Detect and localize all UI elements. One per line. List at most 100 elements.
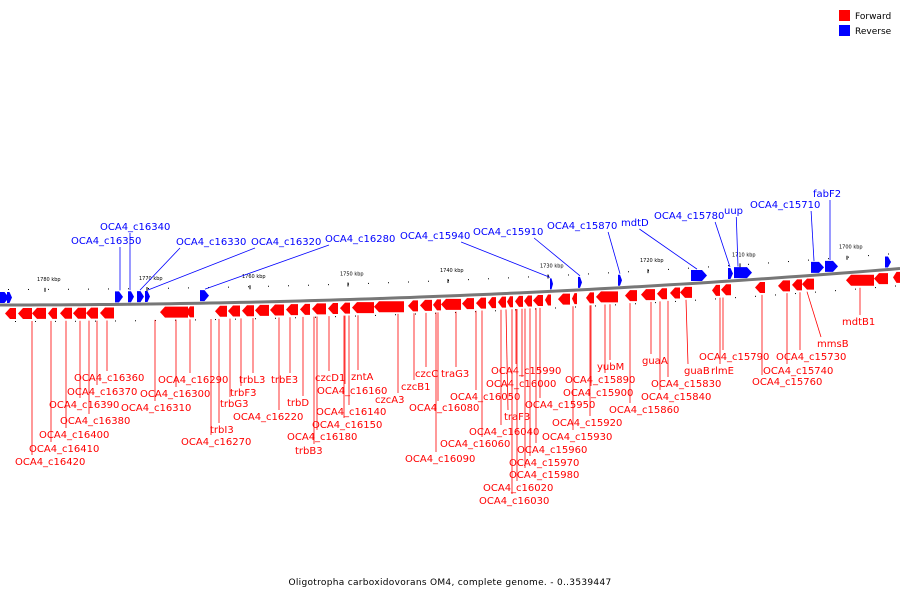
- forward-gene-label-oca4-c15980: OCA4_c15980: [509, 470, 579, 481]
- minor-tick: [195, 319, 196, 321]
- minor-tick: [655, 302, 656, 304]
- forward-gene-arrow: [657, 288, 667, 300]
- forward-gene-label-oca4-c15920: OCA4_c15920: [552, 418, 622, 429]
- minor-tick: [188, 287, 189, 289]
- minor-tick: [628, 271, 629, 273]
- forward-gene-arrow: [802, 278, 814, 290]
- forward-gene-label-guaa: guaA: [642, 356, 668, 367]
- minor-tick: [255, 318, 256, 320]
- reverse-leader-lines: [119, 200, 831, 291]
- forward-gene-label-oca4-c15760: OCA4_c15760: [752, 377, 822, 388]
- forward-gene-arrow: [18, 307, 32, 319]
- minor-tick: [128, 288, 129, 290]
- forward-gene-arrow: [558, 293, 570, 305]
- forward-gene-label-oca4-c16380: OCA4_c16380: [60, 416, 130, 427]
- minor-tick: [855, 288, 856, 290]
- reverse-gene-arrow: [137, 291, 144, 303]
- backbone-line: [0, 267, 900, 307]
- minor-tick: [755, 295, 756, 297]
- minor-tick: [695, 299, 696, 301]
- reverse-gene-label-oca4-c15780: OCA4_c15780: [654, 211, 724, 222]
- minor-tick: [535, 308, 536, 310]
- legend-group: Forward Reverse: [839, 10, 892, 37]
- minor-tick: [215, 319, 216, 321]
- minor-tick: [495, 310, 496, 312]
- forward-gene-label-oca4-c16090: OCA4_c16090: [405, 454, 475, 465]
- forward-gene-label-oca4-c16000: OCA4_c16000: [486, 379, 556, 390]
- minor-tick: [635, 303, 636, 305]
- forward-gene-label-yubm: yubM: [597, 362, 624, 373]
- minor-tick: [315, 316, 316, 318]
- forward-gene-label-oca4-c15890: OCA4_c15890: [565, 375, 635, 386]
- forward-gene-arrow: [160, 306, 188, 318]
- forward-gene-label-oca4-c16020: OCA4_c16020: [483, 483, 553, 494]
- forward-gene-label-oca4-c16390: OCA4_c16390: [49, 400, 119, 411]
- minor-tick: [575, 306, 576, 308]
- minor-tick: [468, 279, 469, 281]
- minor-tick: [488, 278, 489, 280]
- forward-gene-arrow: [721, 284, 731, 296]
- forward-gene-label-mmsb: mmsB: [817, 339, 849, 350]
- minor-tick: [875, 287, 876, 289]
- forward-gene-label-oca4-c16050: OCA4_c16050: [450, 392, 520, 403]
- minor-tick: [335, 316, 336, 318]
- forward-gene-arrow: [515, 295, 523, 307]
- forward-gene-arrow: [433, 299, 441, 311]
- minor-tick: [668, 268, 669, 270]
- minor-tick: [888, 253, 889, 255]
- reverse-gene-label-oca4-c16320: OCA4_c16320: [251, 237, 321, 248]
- minor-tick: [735, 297, 736, 299]
- forward-gene-arrow: [374, 301, 404, 313]
- forward-gene-label-trbd: trbD: [287, 398, 309, 409]
- forward-gene-arrow: [286, 304, 298, 316]
- minor-tick: [388, 282, 389, 284]
- forward-gene-arrow: [228, 305, 240, 317]
- minor-tick: [175, 319, 176, 321]
- forward-gene-label-oca4-c15840: OCA4_c15840: [641, 392, 711, 403]
- forward-gene-arrow: [498, 296, 506, 308]
- minor-tick: [235, 318, 236, 320]
- reverse-gene-arrow: [691, 270, 707, 282]
- forward-gene-arrow: [352, 302, 374, 314]
- reverse-gene-arrow: [811, 261, 824, 273]
- forward-gene-label-oca4-c16400: OCA4_c16400: [39, 430, 109, 441]
- forward-gene-arrow: [73, 307, 86, 319]
- minor-tick: [608, 272, 609, 274]
- forward-gene-label-mdtb1: mdtB1: [842, 317, 875, 328]
- minor-tick: [48, 288, 49, 290]
- forward-gene-arrow: [533, 294, 543, 306]
- reverse-gene-arrow: [7, 291, 12, 303]
- minor-tick: [15, 320, 16, 322]
- forward-gene-arrow: [420, 299, 432, 311]
- forward-gene-arrow: [340, 302, 350, 314]
- minor-tick: [728, 265, 729, 267]
- forward-gene-arrow: [328, 303, 338, 315]
- forward-gene-arrow: [462, 298, 474, 310]
- forward-leader-lines: [31, 287, 861, 494]
- forward-gene-arrow: [596, 291, 618, 303]
- forward-gene-label-oca4-c15790: OCA4_c15790: [699, 352, 769, 363]
- forward-gene-arrow: [846, 274, 874, 286]
- forward-gene-label-oca4-c15970: OCA4_c15970: [509, 458, 579, 469]
- minor-tick: [88, 288, 89, 290]
- reverse-legend-label: Reverse: [855, 27, 892, 37]
- minor-tick: [788, 261, 789, 263]
- minor-tick: [35, 320, 36, 322]
- minor-tick: [75, 320, 76, 322]
- forward-gene-arrow: [712, 284, 720, 296]
- minor-tick: [428, 280, 429, 282]
- minor-tick: [675, 300, 676, 302]
- reverse-leader-line: [139, 247, 181, 291]
- minor-tick: [515, 309, 516, 311]
- forward-gene-label-rlme: rlmE: [711, 366, 734, 377]
- reverse-leader-line: [204, 244, 330, 290]
- forward-gene-arrow: [215, 305, 227, 317]
- reverse-gene-arrow: [550, 278, 553, 290]
- forward-gene-label-czcb1: czcB1: [401, 382, 430, 393]
- minor-tick: [815, 291, 816, 293]
- forward-gene-arrow: [680, 286, 692, 298]
- reverse-gene-arrow: [734, 267, 752, 279]
- scale-tick-label: 1730 kbp: [540, 263, 564, 269]
- reverse-gene-arrow: [128, 291, 134, 303]
